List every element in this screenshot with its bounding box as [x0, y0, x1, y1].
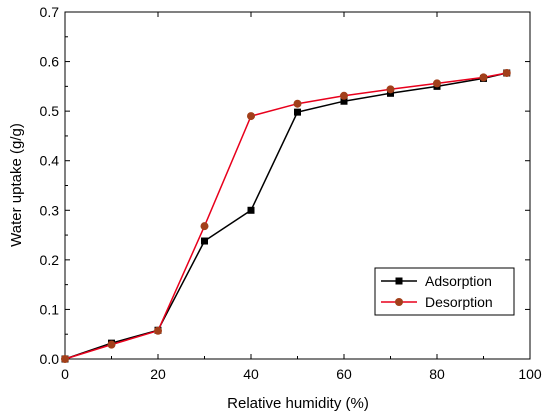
x-tick-label: 40	[243, 366, 259, 382]
x-tick-label: 100	[518, 366, 542, 382]
series-adsorption	[61, 69, 511, 363]
legend-swatch-marker	[395, 277, 403, 285]
y-tick-label: 0.3	[40, 202, 60, 218]
y-tick-label: 0.5	[40, 103, 60, 119]
data-point	[433, 79, 441, 88]
x-tick-label: 80	[429, 366, 445, 382]
legend-item-desorption: Desorption	[381, 294, 493, 310]
data-point	[293, 99, 302, 108]
data-point	[247, 112, 255, 121]
data-point	[386, 85, 395, 94]
series-layer	[61, 68, 511, 363]
y-tick-label: 0.4	[40, 153, 60, 169]
series-desorption	[61, 68, 511, 363]
data-point	[200, 222, 209, 231]
data-point	[479, 73, 488, 82]
legend-label: Adsorption	[425, 273, 492, 289]
x-axis-title: Relative humidity (%)	[227, 395, 369, 412]
x-tick-label: 20	[150, 366, 166, 382]
legend-label: Desorption	[425, 294, 493, 310]
data-point	[154, 326, 162, 335]
data-point	[247, 206, 255, 214]
series-line	[64, 72, 507, 360]
x-tick-label: 0	[61, 366, 69, 382]
data-point	[107, 340, 116, 349]
x-axis: 0 20 40 60 80 100	[61, 12, 542, 382]
y-tick-label: 0.7	[40, 4, 60, 20]
legend-box	[374, 267, 515, 316]
data-point	[340, 97, 348, 105]
legend: Adsorption Desorption	[374, 267, 515, 316]
data-point	[340, 91, 348, 100]
y-axis: 0.0 0.1 0.2 0.3 0.4 0.5 0.6 0.7	[40, 4, 530, 367]
legend-item-adsorption: Adsorption	[381, 273, 492, 289]
y-axis-title: Water uptake (g/g)	[8, 123, 25, 247]
y-tick-label: 0.6	[40, 54, 60, 70]
y-tick-label: 0.0	[40, 351, 60, 367]
data-point	[201, 237, 208, 245]
legend-swatch-marker	[395, 298, 403, 306]
y-tick-label: 0.2	[40, 252, 60, 268]
data-point	[61, 355, 69, 363]
y-tick-label: 0.1	[40, 301, 60, 317]
data-point	[502, 68, 511, 77]
data-point	[294, 108, 301, 116]
series-line	[64, 72, 507, 360]
x-tick-label: 60	[336, 366, 352, 382]
